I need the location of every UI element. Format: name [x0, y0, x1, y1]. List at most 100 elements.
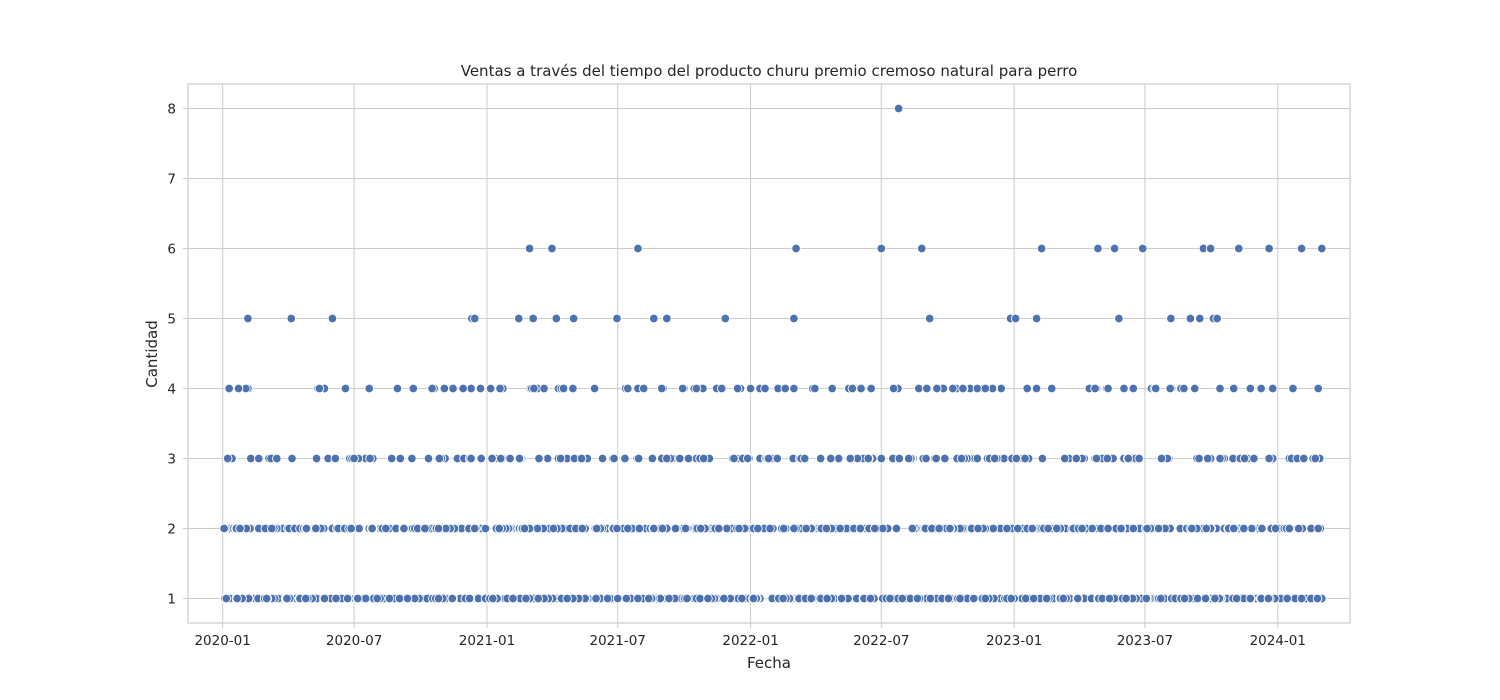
data-point [1041, 593, 1052, 604]
data-point [806, 593, 817, 604]
data-point [589, 383, 600, 394]
chart-title: Ventas a través del tiempo del producto … [461, 62, 1078, 80]
data-point [1031, 313, 1042, 324]
data-point [885, 593, 895, 604]
data-point [1194, 453, 1204, 464]
data-point [395, 453, 406, 464]
data-point [286, 313, 297, 324]
data-point [855, 523, 866, 534]
data-point [1201, 523, 1212, 534]
x-tick-label: 2021-07 [589, 633, 645, 649]
data-point [1212, 313, 1222, 324]
data-point [488, 593, 498, 604]
data-point [972, 453, 983, 464]
data-point [722, 523, 732, 534]
data-point [1109, 243, 1120, 254]
data-point [427, 383, 437, 394]
data-point [996, 383, 1006, 394]
data-point [576, 453, 587, 464]
data-point [466, 383, 476, 394]
data-point [1202, 453, 1213, 464]
data-point [921, 453, 931, 464]
data-point [469, 523, 480, 534]
data-point [1200, 593, 1211, 604]
data-point [533, 593, 544, 604]
data-point [1247, 523, 1257, 534]
x-axis-ticks: 2020-01 2020-07 2021-01 2021-07 2022-01 2022-… [194, 623, 1306, 649]
data-point [649, 523, 659, 534]
data-point [1288, 383, 1298, 394]
data-point [272, 453, 282, 464]
x-tick-label: 2021-01 [459, 633, 515, 649]
data-point [542, 453, 553, 464]
data-point [634, 523, 645, 534]
data-point [494, 523, 505, 534]
data-point [1058, 593, 1069, 604]
data-point [682, 593, 692, 604]
data-point [612, 313, 622, 324]
data-point [1245, 383, 1256, 394]
data-point [1296, 243, 1307, 254]
data-point [1282, 593, 1292, 604]
data-point [602, 593, 613, 604]
data-point [657, 383, 667, 394]
data-point [311, 453, 322, 464]
data-point [1134, 453, 1144, 464]
data-point [434, 453, 445, 464]
data-point [1165, 383, 1175, 394]
data-point [821, 523, 832, 534]
data-point [1137, 243, 1148, 254]
data-point [737, 593, 747, 604]
data-point [934, 523, 944, 534]
data-point [893, 103, 904, 114]
data-point [714, 523, 724, 534]
data-point [475, 383, 486, 394]
data-point [1264, 453, 1274, 464]
data-point [1087, 523, 1097, 534]
data-point [609, 453, 619, 464]
data-point [675, 453, 685, 464]
data-point [732, 383, 743, 394]
data-point [319, 593, 330, 604]
data-point [529, 383, 539, 394]
data-point [301, 523, 312, 534]
data-point [394, 593, 405, 604]
data-point [495, 453, 506, 464]
data-point [620, 453, 630, 464]
data-point [1031, 383, 1042, 394]
data-point [822, 593, 832, 604]
data-point [989, 453, 1000, 464]
data-point [1046, 383, 1057, 394]
data-point [845, 453, 856, 464]
y-tick-label: 3 [167, 452, 176, 468]
data-point [458, 383, 468, 394]
data-point [495, 383, 505, 394]
data-point [439, 383, 450, 394]
data-point [469, 313, 480, 324]
x-axis-label: Fecha [747, 654, 791, 672]
data-point [591, 593, 601, 604]
data-point [1284, 523, 1295, 534]
data-point [1052, 523, 1062, 534]
data-point [763, 453, 774, 464]
data-point [940, 453, 950, 464]
data-point [551, 313, 562, 324]
data-point [364, 383, 375, 394]
data-point [1071, 453, 1082, 464]
data-point [519, 523, 530, 534]
data-point [677, 383, 688, 394]
data-point [224, 383, 234, 394]
data-point [534, 453, 544, 464]
data-point [945, 523, 955, 534]
data-point [1195, 313, 1205, 324]
data-point [485, 383, 496, 394]
data-point [876, 453, 887, 464]
data-point [1037, 453, 1048, 464]
data-point [1036, 243, 1047, 254]
data-point [1310, 453, 1321, 464]
y-tick-label: 8 [167, 102, 176, 118]
data-point [448, 383, 458, 394]
data-point [261, 593, 272, 604]
data-point [1189, 383, 1200, 394]
data-point [514, 453, 525, 464]
